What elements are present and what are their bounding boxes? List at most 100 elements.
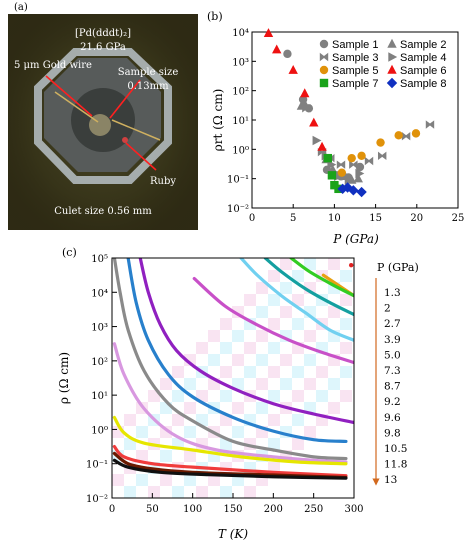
data-point-sample-7 xyxy=(327,171,337,180)
shade-cell xyxy=(304,354,316,366)
axis-ticks-b: 0 5 10 15 20 25 10⁻² 10⁻¹ 10⁰ 10¹ 10² 10³ 10⁴ xyxy=(227,28,464,224)
y-tick-label: 10⁴ xyxy=(232,28,249,39)
scatter-marks xyxy=(263,28,435,198)
shade-cell xyxy=(196,486,208,498)
data-point-sample-4 xyxy=(333,171,343,182)
y-tick-label: 10⁻¹ xyxy=(227,175,249,186)
shade-cell xyxy=(292,270,304,282)
x-tick-label: 250 xyxy=(304,504,323,515)
arrow xyxy=(109,79,141,119)
shade-cell xyxy=(256,306,268,318)
data-point-sample-5 xyxy=(376,138,385,147)
data-point-sample-2 xyxy=(353,173,363,183)
shade-cell xyxy=(316,366,328,378)
x-tick-label: 0 xyxy=(109,504,115,515)
curve-p-10-5 xyxy=(112,444,348,478)
legend-marker xyxy=(388,52,398,62)
curve-p-2 xyxy=(289,258,354,298)
curve-p-3-9 xyxy=(239,258,354,342)
shade-cell xyxy=(328,402,340,414)
pressure-legend-item: 9.2 xyxy=(384,396,401,408)
legend-marker xyxy=(319,65,329,75)
pressure-legend-item: 2 xyxy=(384,303,391,315)
legend-marker xyxy=(319,52,329,62)
data-point-sample-3 xyxy=(377,151,387,161)
curve-p-7-3 xyxy=(138,258,354,425)
x-tick-label: 50 xyxy=(146,504,159,515)
shade-cell xyxy=(244,342,256,354)
data-point-sample-6 xyxy=(263,28,274,38)
x-tick-label: 15 xyxy=(369,213,382,224)
shade-cell xyxy=(244,486,256,498)
x-axis-label-b: P (GPa) xyxy=(332,232,379,246)
y-tick-label: 10² xyxy=(232,87,249,98)
x-axis-label-c: T (K) xyxy=(218,527,248,541)
shade-cell xyxy=(184,426,196,438)
shade-cell xyxy=(136,450,148,462)
curve-p-9-8 xyxy=(112,415,348,466)
data-point-sample-5 xyxy=(347,153,356,163)
panel-label-b: (b) xyxy=(207,10,223,23)
legend-label: Sample 6 xyxy=(400,65,446,77)
shade-cell xyxy=(268,438,280,450)
pressure-list: 1.3 2 2.7 3.9 5.0 7.3 8.7 9.2 9.6 9.8 10.5 11.8 13 xyxy=(384,287,407,486)
curve-p-13 xyxy=(112,458,348,480)
data-point-sample-1 xyxy=(283,49,292,59)
shade-cell xyxy=(268,366,280,378)
legend-marker xyxy=(319,78,329,88)
y-tick-label: 10² xyxy=(91,357,108,368)
data-point-sample-5 xyxy=(411,129,421,138)
data-point-sample-6 xyxy=(309,117,319,127)
data-point-sample-3 xyxy=(302,104,311,113)
shade-cell xyxy=(304,258,316,270)
data-point-sample-4 xyxy=(344,175,354,185)
shade-cell xyxy=(160,474,172,486)
shade-cell xyxy=(340,390,352,402)
shade-cell xyxy=(160,378,172,390)
shade-cell xyxy=(220,342,232,354)
shade-cell xyxy=(112,474,124,486)
panel-c: (c) 0 50 100 150 200 250 300 10⁻² 10⁻¹ 10⁰ 10¹ 10² 1… xyxy=(57,246,419,541)
shade-cell xyxy=(256,354,268,366)
gold-wire xyxy=(111,119,161,141)
shade-cell xyxy=(340,318,352,330)
shade-cell xyxy=(256,378,268,390)
shade-cell xyxy=(292,366,304,378)
shade-cell xyxy=(172,486,184,498)
curve-p-9-6 xyxy=(112,342,348,464)
x-tick-label: 25 xyxy=(452,213,465,224)
curve-p-9-2 xyxy=(112,258,348,461)
shade-cell xyxy=(124,486,136,498)
shade-cell xyxy=(124,438,136,450)
legend-label: Sample 7 xyxy=(332,78,378,90)
shade-cell xyxy=(184,354,196,366)
pressure-legend-item: 11.8 xyxy=(384,459,407,471)
marker-point xyxy=(348,262,354,268)
y-tick-label: 10³ xyxy=(91,323,108,334)
shade-cell xyxy=(220,318,232,330)
shade-cell xyxy=(208,474,220,486)
shade-cell xyxy=(316,390,328,402)
y-tick-label: 10⁻² xyxy=(227,204,249,215)
pressure-legend-item: 1.3 xyxy=(384,287,401,299)
pressure-legend-item: 13 xyxy=(384,474,397,486)
y-tick-label: 10⁻² xyxy=(86,494,108,505)
data-point-sample-6 xyxy=(317,141,327,151)
y-tick-label: 10⁴ xyxy=(91,288,108,299)
legend-label: Sample 1 xyxy=(332,39,378,51)
shade-cell xyxy=(172,390,184,402)
shade-cell xyxy=(232,378,244,390)
axis-ticks-c: 0 50 100 150 200 250 300 10⁻² 10⁻¹ 10⁰ 10¹ 10² 10³ 10… xyxy=(86,254,364,515)
panel-b: (b) 0 5 10 15 20 25 10⁻² 10⁻¹ 10⁰ 10¹ 10² 10³ 10⁴ Sa… xyxy=(207,10,464,246)
shade-cell xyxy=(184,474,196,486)
data-point-sample-5 xyxy=(337,168,347,177)
pressure-legend-item: 9.8 xyxy=(384,427,401,439)
annotation-culet-size: Culet size 0.56 mm xyxy=(54,206,152,217)
data-point-sample-6 xyxy=(272,44,282,54)
data-point-sample-3 xyxy=(401,132,411,141)
photo-panel: (a) [Pd(dddt)₂] 21.6 GPa 5 μm Gold wire … xyxy=(8,2,198,230)
y-tick-label: 10¹ xyxy=(91,391,108,402)
annotation-ruby: Ruby xyxy=(150,176,176,187)
curve-p-5-0 xyxy=(192,276,354,365)
